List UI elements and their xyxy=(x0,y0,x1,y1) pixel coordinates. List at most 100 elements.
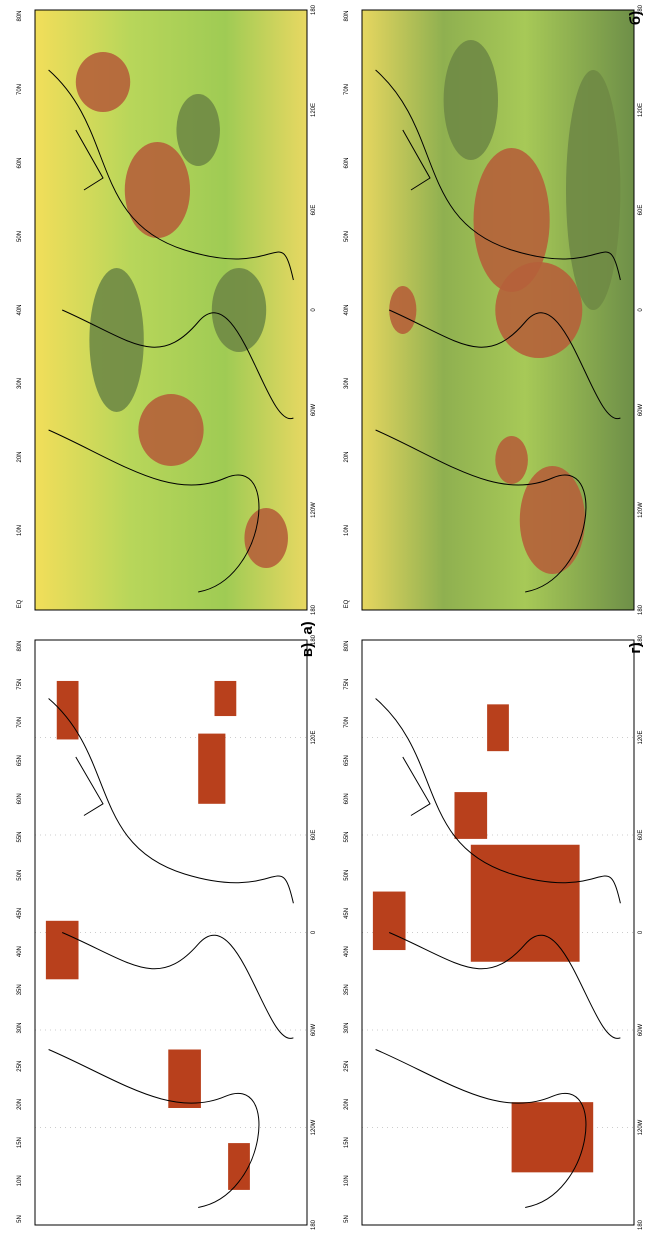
coastline xyxy=(48,69,294,593)
longitude-label: 180 xyxy=(311,604,317,615)
field-blob xyxy=(138,394,204,466)
longitude-label: 60E xyxy=(311,830,317,841)
significance-area xyxy=(228,1143,250,1190)
latitude-label: 60N xyxy=(344,157,350,168)
field-blob xyxy=(389,286,417,334)
longitude-label: 180 xyxy=(638,604,644,615)
latitude-label: 50N xyxy=(344,870,350,881)
longitude-label: 0 xyxy=(311,930,317,934)
latitude-label: 75N xyxy=(17,679,23,690)
latitude-label: 70N xyxy=(17,717,23,728)
latitude-label: 70N xyxy=(17,84,23,95)
latitude-label: 30N xyxy=(344,1022,350,1033)
latitude-label: 60N xyxy=(17,157,23,168)
field-blob xyxy=(519,466,586,574)
latitude-label: 65N xyxy=(17,755,23,766)
field-blob xyxy=(211,268,267,352)
latitude-label: 80N xyxy=(17,640,23,651)
longitude-label: 120W xyxy=(638,502,644,518)
longitude-label: 0 xyxy=(638,308,644,312)
longitude-label: 0 xyxy=(638,930,644,934)
longitude-label: 180 xyxy=(311,634,317,645)
longitude-label: 120W xyxy=(638,1119,644,1135)
latitude-label: 70N xyxy=(344,717,350,728)
longitude-label: 120W xyxy=(311,502,317,518)
latitude-label: 45N xyxy=(17,908,23,919)
longitude-label: 120E xyxy=(638,103,644,117)
latitude-label: 40N xyxy=(344,304,350,315)
map-frame xyxy=(34,639,308,1226)
latitude-label: 80N xyxy=(344,640,350,651)
longitude-label: 60W xyxy=(638,1023,644,1036)
field-blob xyxy=(566,70,621,310)
latitude-label: 20N xyxy=(344,451,350,462)
latitude-label: 35N xyxy=(344,984,350,995)
map-panel: 80N 75N 70N 65N 60N 55N 50N 45N 40N 35N 30N 25N 20N 1… xyxy=(344,634,644,1230)
significance-area xyxy=(198,733,226,804)
field-blob xyxy=(75,52,131,112)
latitude-label: 5N xyxy=(344,1215,350,1223)
field-blob xyxy=(495,262,583,358)
latitude-label: 30N xyxy=(344,378,350,389)
latitude-label: 50N xyxy=(17,870,23,881)
longitude-label: 60E xyxy=(638,205,644,216)
significance-area xyxy=(511,1102,594,1173)
latitude-label: 55N xyxy=(344,831,350,842)
latitude-label: 60N xyxy=(17,793,23,804)
latitude-label: 60N xyxy=(344,793,350,804)
field-blob xyxy=(443,40,498,160)
latitude-label: EQ xyxy=(17,599,23,608)
significance-area xyxy=(56,680,79,740)
map-panel: 80N 75N 70N 65N 60N 55N 50N 45N 40N 35N 30N 25N 20N 1… xyxy=(17,634,317,1230)
map-panel: 80N 70N 60N 50N 40N 30N 20N 10N EQ 180 120W 60W 0 60E… xyxy=(17,4,317,634)
latitude-label: 10N xyxy=(17,525,23,536)
latitude-label: 20N xyxy=(17,451,23,462)
longitude-label: 120E xyxy=(638,730,644,744)
latitude-label: 70N xyxy=(344,84,350,95)
map-frame xyxy=(361,9,635,611)
significance-area xyxy=(454,792,488,839)
longitude-label: 60W xyxy=(311,1023,317,1036)
latitude-label: 5N xyxy=(17,1215,23,1223)
field-blob xyxy=(244,508,288,568)
latitude-label: 40N xyxy=(344,946,350,957)
latitude-label: 75N xyxy=(344,679,350,690)
longitude-label: 60E xyxy=(311,205,317,216)
field-blob xyxy=(89,268,144,412)
panel-label: г) xyxy=(627,642,644,653)
panel-label: в) xyxy=(299,643,316,657)
latitude-label: 50N xyxy=(344,231,350,242)
latitude-label: 45N xyxy=(344,908,350,919)
field-blob xyxy=(495,436,528,484)
latitude-label: 10N xyxy=(344,525,350,536)
latitude-label: 35N xyxy=(17,984,23,995)
significance-area xyxy=(45,920,79,980)
longitude-label: 120E xyxy=(311,103,317,117)
longitude-label: 60E xyxy=(638,830,644,841)
coastline xyxy=(375,698,621,1208)
latitude-label: 30N xyxy=(17,378,23,389)
longitude-label: 180 xyxy=(311,1219,317,1230)
field-blob xyxy=(176,94,220,166)
longitude-label: 120W xyxy=(311,1119,317,1135)
significance-area xyxy=(168,1049,201,1108)
latitude-label: 40N xyxy=(17,946,23,957)
significance-area xyxy=(214,680,237,717)
latitude-label: 80N xyxy=(344,10,350,21)
latitude-label: 15N xyxy=(344,1137,350,1148)
latitude-label: 10N xyxy=(344,1175,350,1186)
longitude-label: 60W xyxy=(311,403,317,416)
longitude-label: 0 xyxy=(311,308,317,312)
latitude-label: 10N xyxy=(17,1175,23,1186)
field-blob xyxy=(124,142,191,238)
map-frame xyxy=(361,639,635,1226)
latitude-label: 20N xyxy=(17,1099,23,1110)
latitude-label: 40N xyxy=(17,304,23,315)
significance-area xyxy=(372,891,406,951)
latitude-label: 25N xyxy=(344,1061,350,1072)
significance-area xyxy=(487,704,509,752)
latitude-label: 55N xyxy=(17,831,23,842)
latitude-label: EQ xyxy=(344,599,350,608)
map-frame xyxy=(34,9,308,611)
